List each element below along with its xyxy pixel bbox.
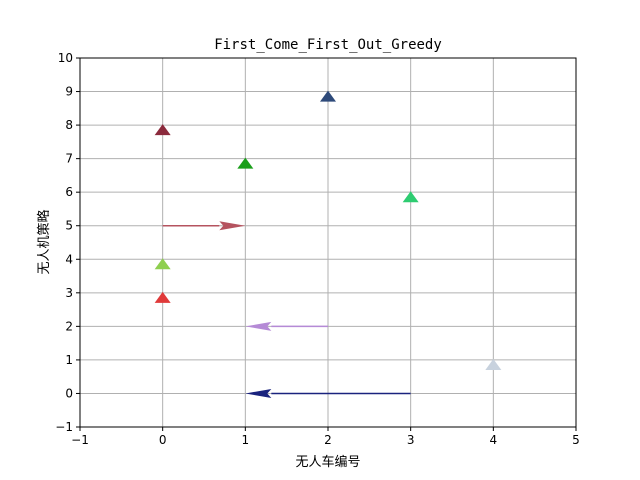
y-tick-label: 0	[65, 386, 73, 400]
plot-series	[154, 90, 502, 398]
triangle-marker	[402, 191, 419, 203]
y-tick-label: 2	[65, 319, 73, 333]
arrow-head	[219, 221, 246, 231]
y-tick-label: 9	[65, 85, 73, 99]
y-tick-label: 8	[65, 118, 73, 132]
y-tick-label: 10	[58, 51, 73, 65]
y-tick-label: 3	[65, 286, 73, 300]
chart-title: First_Come_First_Out_Greedy	[214, 37, 442, 53]
y-tick-label: 1	[65, 353, 73, 367]
triangle-marker	[237, 157, 254, 169]
triangle-marker	[320, 90, 336, 102]
y-tick-label: 6	[65, 185, 73, 199]
y-tick-label: −1	[55, 420, 73, 434]
x-tick-label: −1	[71, 433, 89, 447]
x-axis-label: 无人车编号	[295, 454, 360, 470]
triangle-marker	[154, 291, 171, 303]
arrow-head	[245, 388, 272, 398]
x-tick-label: 2	[324, 433, 332, 447]
x-tick-label: 4	[490, 433, 498, 447]
x-tick-label: 3	[407, 433, 415, 447]
y-tick-label: 4	[65, 252, 73, 266]
x-tick-label: 0	[159, 433, 167, 447]
triangle-marker	[154, 258, 171, 270]
axis-ticks: −1 0 1 2 3 4 5 −1 0 1 2 3 4 5 6 7 8 9 10	[55, 51, 580, 447]
y-axis-label: 无人机策略	[36, 209, 52, 274]
x-tick-label: 1	[242, 433, 250, 447]
x-tick-label: 5	[572, 433, 580, 447]
arrow-head	[245, 321, 272, 331]
y-tick-label: 7	[65, 152, 73, 166]
triangle-marker	[154, 124, 171, 136]
y-tick-label: 5	[65, 219, 73, 233]
triangle-marker	[485, 358, 502, 370]
